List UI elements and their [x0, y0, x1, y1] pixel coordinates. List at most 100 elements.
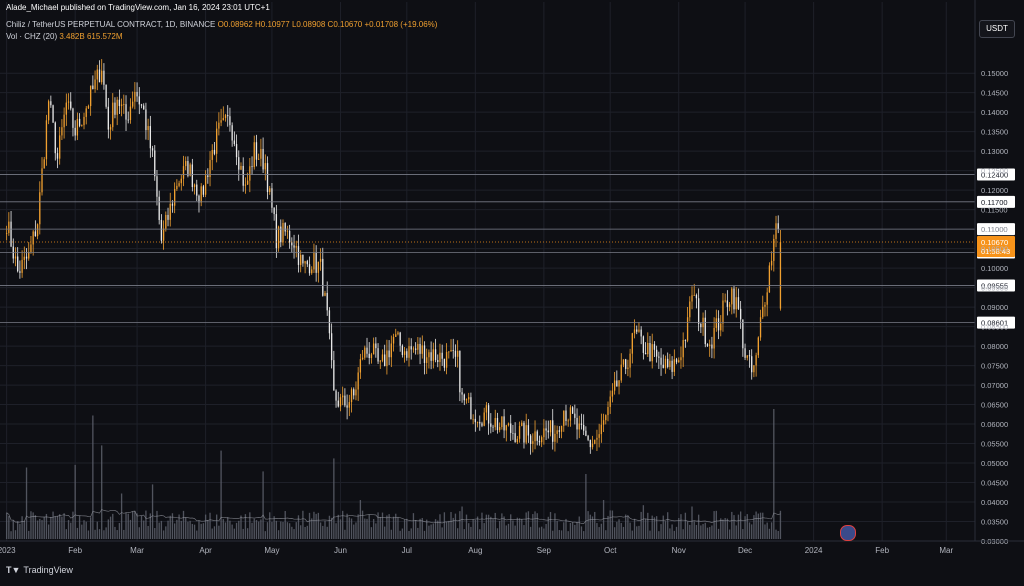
candle-body [487, 405, 490, 424]
volume-bar [702, 524, 704, 539]
candle-body [286, 230, 289, 232]
level-badge [977, 168, 1015, 181]
candle-body [107, 106, 109, 130]
candle-body [713, 327, 715, 349]
volume-bar [275, 520, 278, 539]
volume-bar [366, 518, 368, 539]
volume-bar [664, 521, 667, 539]
time-axis[interactable]: 2023 Feb Mar Apr May Jun Jul Aug Sep Oct Nov Dec 202… [0, 540, 1024, 555]
volume-bar [428, 525, 430, 539]
volume-bar [370, 527, 373, 539]
volume-bar [344, 529, 346, 539]
volume-bar [448, 520, 450, 539]
volume-bar [85, 521, 87, 539]
candle-body [105, 84, 107, 107]
volume-bar [54, 516, 56, 539]
volume-bar [251, 522, 253, 539]
candle-body [302, 254, 304, 264]
volume-bar [585, 474, 587, 539]
candle-body [498, 427, 501, 431]
symbol-legend[interactable]: Chiliz / TetherUS PERPETUAL CONTRACT, 1D… [6, 20, 437, 29]
volume-bar [134, 510, 136, 539]
volume-bar [755, 511, 757, 539]
volume-bar [324, 520, 326, 539]
volume-bar [286, 522, 289, 539]
candle-body [717, 318, 720, 331]
candle-body [728, 304, 731, 307]
volume-bar [105, 527, 107, 539]
candle-body [72, 108, 74, 128]
tradingview-brand[interactable]: T▼ TradingView [6, 565, 73, 575]
candle-body [92, 85, 94, 89]
volume-bar [269, 512, 271, 539]
volume-bar [706, 527, 709, 539]
time-tick-label: Nov [672, 546, 686, 555]
candle-body [384, 354, 386, 367]
volume-bar [173, 523, 176, 539]
volume-bar [644, 518, 647, 539]
candle-body [664, 358, 667, 368]
volume-bar [441, 527, 443, 539]
volume-bar [300, 525, 302, 539]
candle-body [240, 165, 242, 170]
volume-bar [81, 524, 83, 539]
volume-bar [14, 530, 17, 539]
candle-body [368, 353, 370, 359]
candle-body [101, 70, 103, 83]
volume-bar [629, 522, 631, 539]
volume-bar [191, 523, 194, 539]
volume-bar [777, 531, 779, 539]
candle-body [89, 85, 92, 107]
candle-body [178, 183, 180, 186]
volume-bar [120, 493, 123, 539]
price-tick-label: 0.06500 [981, 401, 1008, 410]
volume-bar [494, 512, 496, 539]
volume-bar [684, 512, 687, 539]
volume-bar [346, 513, 348, 539]
candle-body [574, 413, 576, 418]
volume-bar [430, 524, 432, 539]
candle-body [450, 350, 452, 352]
volume-bar [63, 513, 65, 539]
candle-body [571, 407, 574, 414]
volume-bar [456, 528, 459, 539]
currency-button[interactable]: USDT [979, 20, 1015, 38]
candle-body [510, 423, 512, 433]
candle-body [359, 359, 362, 373]
candle-body [472, 418, 474, 420]
price-tick-label: 0.07500 [981, 362, 1008, 371]
volume-bar [151, 484, 154, 539]
volume-bar [662, 515, 664, 539]
volume-legend[interactable]: Vol · CHZ (20) 3.482B 615.572M [6, 32, 123, 41]
volume-bar [25, 467, 28, 539]
volume-bar [65, 529, 67, 539]
volume-bar [92, 415, 94, 539]
candle-body [410, 346, 412, 350]
price-tick-label: 0.14500 [981, 89, 1008, 98]
price-tick-label: 0.11500 [981, 206, 1008, 215]
volume-bar [160, 520, 163, 539]
price-tick-label: 0.03500 [981, 518, 1008, 527]
candle-body [706, 344, 709, 346]
volume-bar [32, 512, 34, 539]
candle-body [235, 144, 238, 158]
volume-bar [779, 510, 782, 539]
candle-body [392, 336, 395, 344]
candle-body [335, 390, 337, 401]
volume-bar [246, 528, 249, 539]
candle-body [151, 148, 154, 151]
candle-body [605, 415, 607, 421]
volume-bar [563, 522, 565, 539]
candle-body [288, 230, 291, 243]
volume-bar [284, 511, 286, 539]
price-tick-label: 0.10500 [981, 245, 1008, 254]
volume-bar [680, 514, 682, 539]
volume-bar [613, 527, 616, 539]
go-to-realtime-icon[interactable] [840, 525, 856, 541]
volume-bar [751, 524, 753, 539]
volume-bar [293, 529, 295, 539]
volume-bar [607, 515, 609, 539]
candle-body [633, 329, 636, 334]
